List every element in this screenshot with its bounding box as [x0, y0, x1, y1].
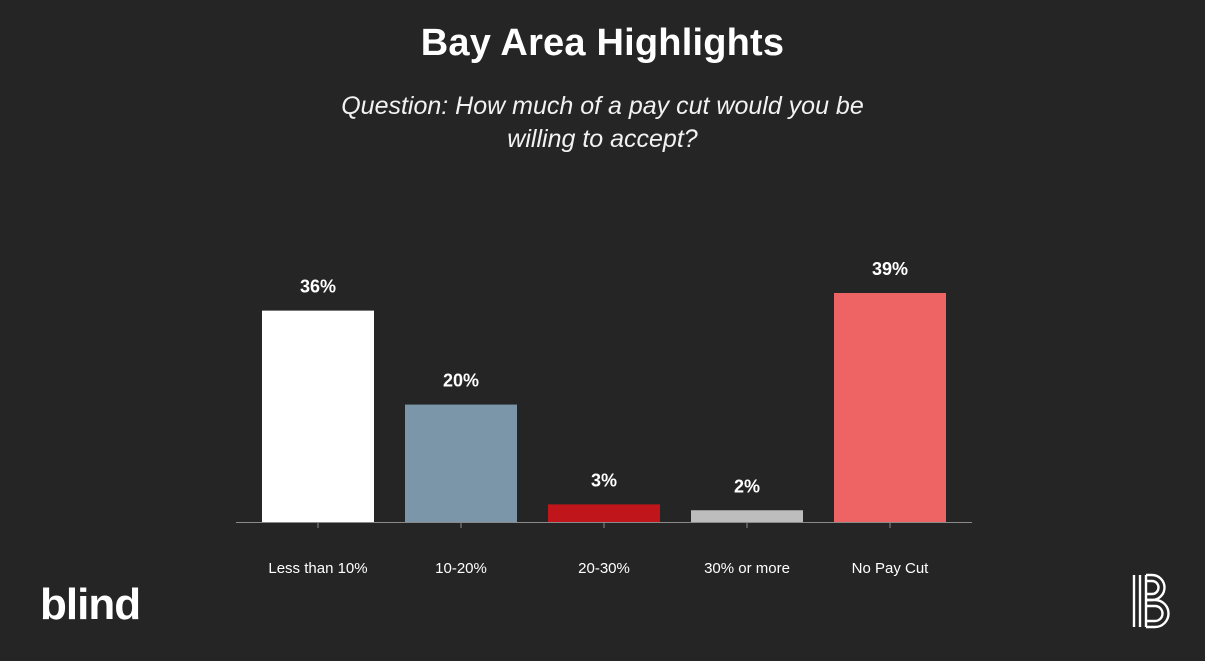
blind-b-icon	[1132, 573, 1170, 629]
chart-title: Bay Area Highlights	[420, 22, 785, 64]
data-label-3: 2%	[734, 476, 760, 496]
bar-3	[691, 510, 803, 522]
blind-logo-wordmark: blind	[40, 580, 141, 629]
bar-2	[548, 504, 660, 522]
data-label-4: 39%	[872, 259, 908, 279]
x-tick-label-1: 10-20%	[435, 560, 487, 577]
x-tick-label-0: Less than 10%	[268, 560, 367, 577]
x-tick-label-4: No Pay Cut	[852, 560, 930, 577]
x-tick-label-2: 20-30%	[578, 560, 630, 577]
bar-4	[834, 293, 946, 522]
data-label-1: 20%	[443, 371, 479, 391]
bar-1	[405, 404, 517, 522]
data-label-2: 3%	[591, 470, 617, 490]
x-tick-label-3: 30% or more	[704, 560, 790, 577]
bar-0	[262, 310, 374, 522]
chart-subtitle: Question: How much of a pay cut would yo…	[341, 92, 864, 153]
data-label-0: 36%	[300, 277, 336, 297]
